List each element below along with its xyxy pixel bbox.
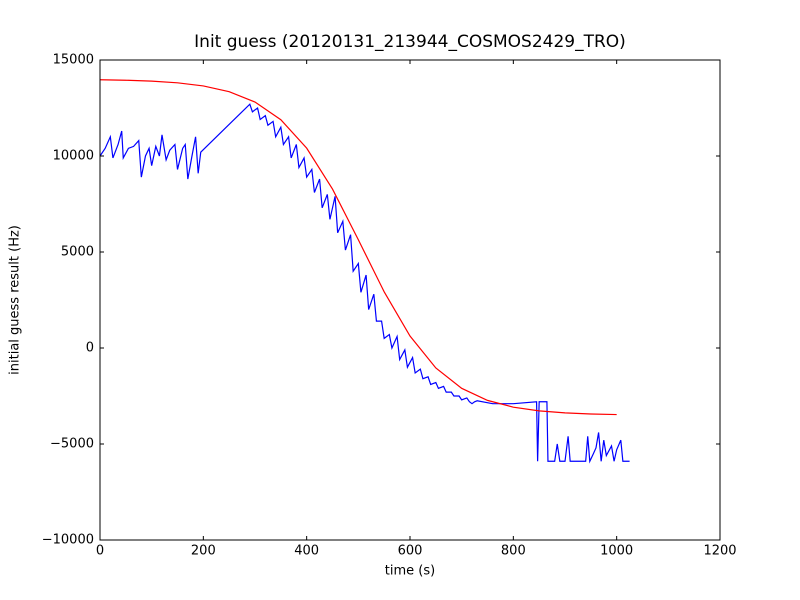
x-tick-label: 0	[96, 544, 104, 559]
x-tick-label: 200	[191, 544, 216, 559]
y-tick-label: 10000	[53, 149, 94, 164]
y-tick-label: 15000	[53, 53, 94, 68]
x-tick-label: 1200	[703, 544, 736, 559]
plot-frame	[99, 59, 721, 541]
plot-area	[99, 79, 630, 464]
y-tick-label: −5000	[50, 437, 94, 452]
x-tick-label: 600	[398, 544, 423, 559]
x-tick-label: 400	[294, 544, 319, 559]
x-axis-label: time (s)	[385, 564, 435, 579]
x-tick-label: 800	[501, 544, 526, 559]
y-tick-label: 0	[86, 341, 94, 356]
y-axis-label: initial guess result (Hz)	[8, 225, 23, 375]
y-tick-label: 5000	[61, 245, 94, 260]
data-line	[99, 79, 617, 416]
y-tick-label: −10000	[42, 533, 94, 548]
x-tick-label: 1000	[600, 544, 633, 559]
data-line	[99, 103, 630, 464]
chart-title: Init guess (20120131_213944_COSMOS2429_T…	[194, 32, 626, 52]
